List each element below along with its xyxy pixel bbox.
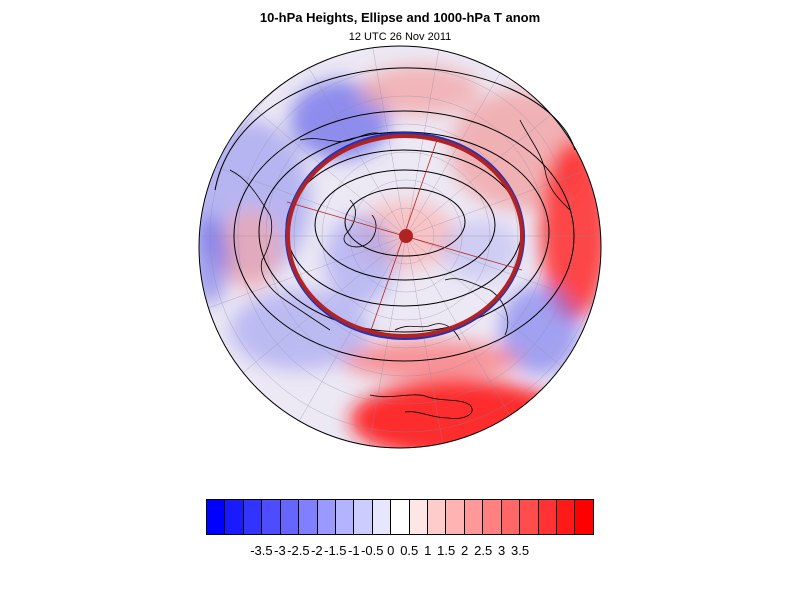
colorbar-swatch (446, 500, 465, 534)
colorbar-swatch (299, 500, 318, 534)
globe-outline (198, 45, 602, 449)
colorbar-label: 3 (497, 543, 506, 558)
colorbar-label: 1 (424, 543, 432, 558)
colorbar-swatch (280, 500, 300, 534)
colorbar-label: -1 (348, 543, 360, 558)
colorbar-swatch (409, 500, 429, 534)
colorbar-swatch (243, 500, 263, 534)
colorbar-swatch (391, 500, 410, 534)
meridian-line (360, 46, 407, 237)
colorbar-swatch (207, 500, 226, 534)
colorbar-label: -3 (274, 543, 286, 558)
colorbar-swatch (520, 500, 539, 534)
colorbar-labels: -3.5 -3 -2.5 -2 -1.5 -1 -0.5 0 0.5 1 1.5 2 2.5 3 3.5 (0, 543, 800, 563)
colorbar-swatch (335, 500, 355, 534)
meridian-line (405, 235, 601, 326)
ellipse-fit (285, 132, 525, 340)
temperature-anomaly-field (199, 46, 601, 448)
meridian-line (360, 235, 407, 448)
colorbar-label: 2 (461, 543, 469, 558)
colorbar-swatch (575, 500, 593, 534)
colorbar-swatch (372, 500, 392, 534)
colorbar-label: 0.5 (400, 543, 419, 558)
colorbar-swatch (501, 500, 521, 534)
meridian-line (405, 146, 601, 237)
colorbar-swatch (538, 500, 558, 534)
coastlines (229, 119, 571, 419)
colorbar-swatch (428, 500, 447, 534)
colorbar-swatch (464, 500, 484, 534)
colorbar-label: -2 (311, 543, 323, 558)
colorbar-label: 0 (387, 543, 395, 558)
colorbar-swatch (557, 500, 576, 534)
height-contours (214, 67, 576, 362)
colorbar-swatch (262, 500, 281, 534)
map-title: 10-hPa Heights, Ellipse and 1000-hPa T a… (259, 10, 541, 25)
ellipse-center-dot (399, 229, 413, 243)
colorbar-label: 1.5 (437, 543, 456, 558)
colorbar-label: 3.5 (511, 543, 530, 558)
ellipse-inner-red (286, 134, 524, 338)
colorbar-label: -1.5 (324, 543, 347, 558)
colorbar-swatch (225, 500, 244, 534)
map-subtitle: 12 UTC 26 Nov 2011 (348, 31, 452, 43)
colorbar (206, 499, 594, 535)
meridian-line (405, 46, 452, 237)
colorbar-label: 2.5 (474, 543, 493, 558)
colorbar-label: -0.5 (361, 543, 384, 558)
colorbar-swatch (317, 500, 336, 534)
meridian-line (405, 235, 452, 448)
colorbar-label: -2.5 (287, 543, 310, 558)
colorbar-swatch (354, 500, 373, 534)
colorbar-label: -3.5 (250, 543, 273, 558)
anomaly-blobs (199, 65, 601, 448)
colorbar-swatch (483, 500, 502, 534)
